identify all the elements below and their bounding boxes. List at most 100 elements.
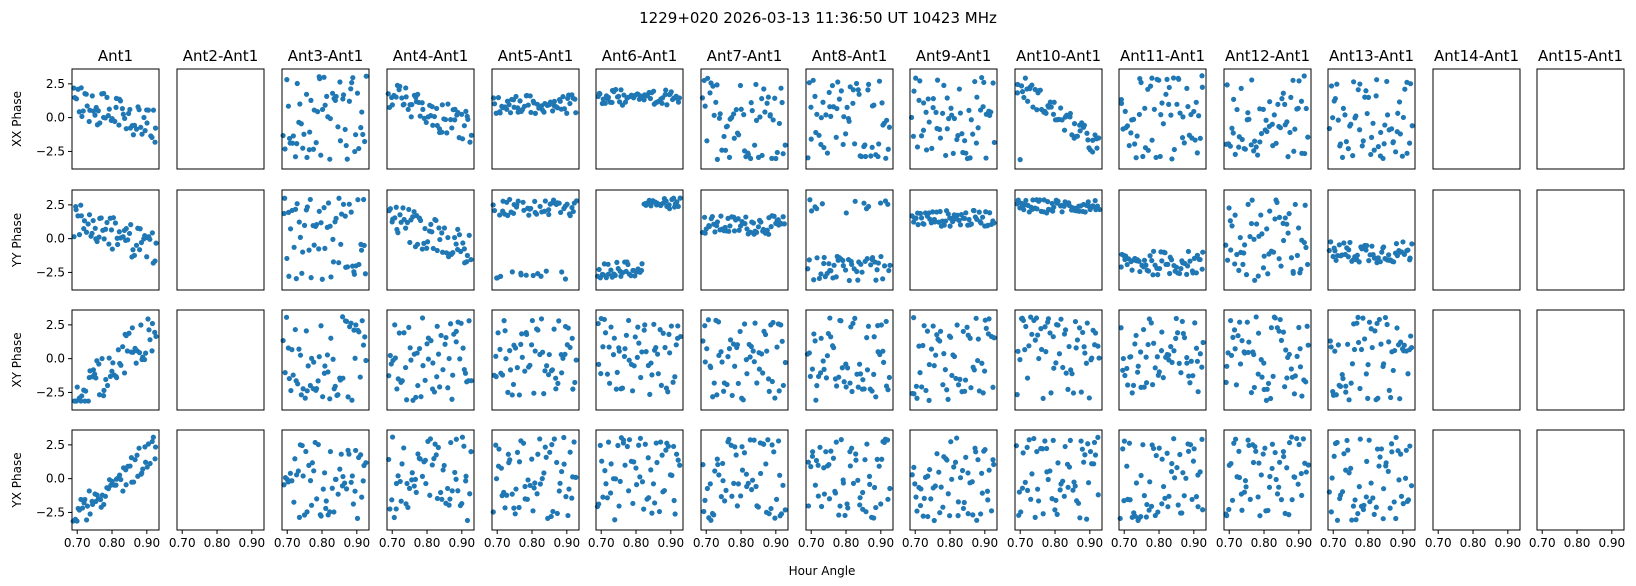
data-point: [918, 486, 924, 492]
data-point: [1143, 262, 1149, 268]
panel-frame: [491, 309, 580, 411]
data-point: [526, 212, 532, 218]
y-tick-label: 0.0: [46, 352, 65, 366]
data-point: [544, 363, 550, 369]
data-point: [1176, 360, 1182, 366]
data-point: [920, 513, 926, 519]
data-point: [327, 115, 333, 122]
data-point: [76, 109, 82, 115]
data-point: [821, 144, 827, 151]
data-point: [389, 102, 395, 108]
data-point: [1328, 83, 1335, 89]
data-point: [92, 112, 98, 118]
data-point: [1278, 337, 1285, 343]
data-point: [596, 266, 602, 273]
data-point: [1378, 129, 1384, 136]
data-point: [322, 102, 328, 108]
data-point: [303, 448, 309, 455]
data-point: [853, 451, 859, 457]
data-point: [133, 360, 139, 366]
data-point: [407, 239, 413, 246]
data-point: [1199, 266, 1205, 272]
data-point: [1268, 395, 1274, 402]
data-point: [1199, 436, 1205, 442]
data-point: [79, 505, 86, 511]
data-point: [1390, 367, 1396, 374]
data-point: [828, 334, 834, 340]
data-point: [530, 508, 536, 514]
data-point: [101, 387, 107, 393]
data-point: [1050, 334, 1056, 340]
data-point: [507, 367, 514, 373]
data-point: [393, 506, 399, 512]
data-point: [547, 449, 553, 455]
data-point: [753, 229, 760, 235]
data-point: [884, 437, 891, 443]
data-point: [776, 120, 783, 127]
data-point: [1327, 338, 1333, 344]
data-point: [1143, 514, 1149, 520]
x-tick-label: 0.80: [1355, 536, 1382, 550]
panel-frame: [909, 189, 998, 291]
panel: 0.70 0.80 0.90: [379, 429, 475, 550]
data-point: [652, 500, 658, 506]
data-point: [86, 118, 92, 125]
data-point: [1026, 343, 1032, 349]
data-point: [729, 392, 735, 399]
data-point: [1364, 110, 1370, 117]
data-point: [1140, 442, 1146, 448]
data-point: [602, 100, 608, 106]
data-point: [1140, 326, 1147, 333]
data-point: [758, 470, 764, 477]
data-point: [1084, 320, 1090, 326]
data-point: [605, 439, 612, 445]
data-point: [738, 106, 744, 112]
data-point: [362, 138, 368, 145]
data-point: [863, 509, 869, 515]
data-point: [1185, 448, 1192, 454]
data-point: [932, 219, 938, 225]
data-point: [642, 322, 648, 328]
data-point: [1028, 314, 1034, 320]
data-point: [98, 215, 104, 221]
data-point: [1236, 267, 1242, 273]
data-point: [944, 457, 950, 463]
data-point: [609, 99, 615, 106]
data-point: [1363, 371, 1369, 377]
data-point: [748, 100, 754, 106]
column-title: Ant15-Ant1: [1538, 47, 1623, 65]
data-point: [611, 335, 617, 341]
data-point: [940, 110, 946, 116]
data-point: [434, 374, 440, 380]
data-point: [1194, 358, 1201, 364]
data-point: [1184, 85, 1190, 91]
data-point: [1334, 439, 1340, 446]
data-point: [1294, 252, 1300, 259]
data-point: [415, 451, 421, 457]
data-point: [818, 335, 824, 341]
data-point: [1128, 130, 1134, 136]
data-point: [363, 357, 369, 364]
data-point: [1381, 486, 1387, 492]
data-point: [1241, 250, 1247, 256]
data-point: [749, 477, 756, 483]
data-point: [123, 482, 129, 488]
data-point: [561, 106, 568, 112]
data-point: [359, 494, 365, 500]
y-tick-label: 2.5: [46, 77, 65, 91]
data-point: [1022, 479, 1028, 485]
data-point: [546, 351, 552, 358]
data-point: [1149, 382, 1156, 388]
data-point: [546, 207, 552, 213]
data-point: [516, 392, 522, 398]
data-point: [1032, 514, 1038, 520]
data-point: [957, 222, 964, 228]
data-point: [1255, 371, 1261, 377]
data-point: [714, 456, 720, 462]
data-point: [493, 442, 499, 448]
data-point: [328, 274, 334, 280]
data-point: [1279, 96, 1285, 102]
data-point: [718, 349, 724, 355]
data-point: [414, 350, 420, 356]
